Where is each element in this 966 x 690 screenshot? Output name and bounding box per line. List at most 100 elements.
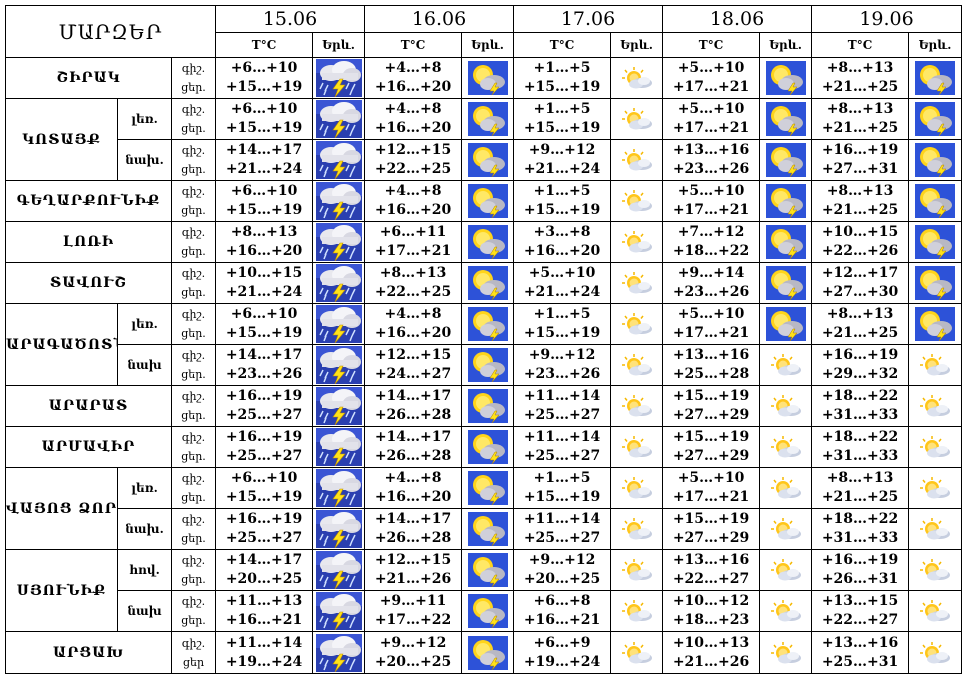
zone-name: նախ xyxy=(117,344,172,386)
temperature-cell: +7…+12 +18…+22 xyxy=(662,221,761,263)
temperature-cell: +12…+15 +21…+26 xyxy=(364,549,463,591)
weather-cell xyxy=(759,180,813,222)
thunder-rain-icon xyxy=(314,428,364,466)
weather-cell xyxy=(759,303,813,345)
day-temperature: +15…+19 xyxy=(225,79,303,95)
night-temperature: +4…+8 xyxy=(384,306,442,322)
night-label: գիշ. xyxy=(181,554,206,567)
night-temperature: +15…+19 xyxy=(672,388,750,404)
night-temperature: +5…+10 xyxy=(677,60,745,76)
thunder-rain-icon xyxy=(314,469,364,507)
night-temperature: +13…+16 xyxy=(672,142,750,158)
night-temperature: +12…+15 xyxy=(374,347,452,363)
sun-cloud-icon xyxy=(612,312,662,336)
table-row: ԱՐԱԳԱԾՈՏՆ լեռ. գիշ. ցեր. +6…+10 +15…+19 +4…+8 +… xyxy=(5,303,963,386)
sun-cloud-icon xyxy=(910,353,961,377)
day-temperature: +26…+28 xyxy=(374,530,452,546)
night-temperature: +13…+16 xyxy=(821,634,899,651)
sun-thunder-icon xyxy=(463,143,513,177)
date-header: 16.06 xyxy=(364,5,515,33)
weather-cell xyxy=(759,385,813,427)
weather-cell xyxy=(312,139,366,181)
weather-cell xyxy=(908,139,963,181)
night-temperature: +9…+12 xyxy=(379,634,447,651)
day-label: ցեր. xyxy=(181,81,206,94)
zone-name: լեռ. xyxy=(117,467,172,509)
night-temperature: +14…+17 xyxy=(225,347,303,363)
temperature-cell: +14…+17 +23…+26 xyxy=(215,344,314,386)
region-name: ՎԱՅՈՑ ՁՈՐ xyxy=(5,467,118,550)
day-label: ցեր. xyxy=(181,491,206,504)
day-temperature: +15…+19 xyxy=(523,79,601,95)
temperature-cell: +16…+19 +29…+32 xyxy=(811,344,910,386)
weather-cell xyxy=(610,590,664,632)
day-temperature: +18…+23 xyxy=(672,612,750,628)
day-temperature: +21…+26 xyxy=(672,653,750,670)
night-temperature: +9…+12 xyxy=(528,552,596,568)
night-temperature: +4…+8 xyxy=(384,101,442,117)
weather-cell xyxy=(908,549,963,591)
sun-thunder-icon xyxy=(463,184,513,218)
day-temperature: +15…+19 xyxy=(225,120,303,136)
day-temperature: +17…+21 xyxy=(672,120,750,136)
temperature-cell: +10…+12 +18…+23 xyxy=(662,590,761,632)
day-temperature: +25…+27 xyxy=(225,530,303,546)
day-temperature: +22…+25 xyxy=(374,284,452,300)
thunder-rain-icon xyxy=(314,387,364,425)
day-temperature: +23…+26 xyxy=(672,284,750,300)
temperature-cell: +6…+10 +15…+19 xyxy=(215,180,314,222)
temp-column-header: T°C xyxy=(513,32,612,58)
night-temperature: +8…+13 xyxy=(826,470,894,486)
sun-thunder-icon xyxy=(463,225,513,259)
day-temperature: +15…+19 xyxy=(523,120,601,136)
sun-thunder-icon xyxy=(910,266,961,300)
day-temperature: +22…+25 xyxy=(374,161,452,177)
thunder-rain-icon xyxy=(314,551,364,589)
temperature-cell: +9…+11 +17…+22 xyxy=(364,590,463,632)
night-temperature: +8…+13 xyxy=(826,306,894,322)
day-temperature: +26…+28 xyxy=(374,448,452,464)
sun-cloud-icon xyxy=(910,599,961,623)
temperature-cell: +15…+19 +27…+29 xyxy=(662,385,761,427)
sun-cloud-icon xyxy=(612,599,662,623)
day-temperature: +19…+24 xyxy=(523,653,601,670)
day-temperature: +17…+21 xyxy=(374,243,452,259)
night-temperature: +14…+17 xyxy=(374,511,452,527)
temperature-cell: +18…+22 +31…+33 xyxy=(811,426,910,468)
table-row: նախ. գիշ. ցեր. +14…+17 +21…+24 +12…+15 +22…+25… xyxy=(6,139,963,181)
sun-cloud-icon xyxy=(612,394,662,418)
night-temperature: +5…+10 xyxy=(677,306,745,322)
zone-name: նախ xyxy=(117,590,172,632)
time-labels: գիշ. ցեր. xyxy=(170,344,217,386)
time-labels: գիշ. ցեր. xyxy=(170,590,217,632)
day-label: ցեր. xyxy=(181,163,206,176)
regions-header: ՄԱՐԶԵՐ xyxy=(4,5,217,58)
night-temperature: +6…+8 xyxy=(533,593,591,609)
temperature-cell: +13…+16 +23…+26 xyxy=(662,139,761,181)
sun-thunder-icon xyxy=(761,184,811,218)
day-temperature: +21…+25 xyxy=(821,202,899,218)
temperature-cell: +13…+16 +22…+27 xyxy=(662,549,761,591)
day-temperature: +26…+28 xyxy=(374,407,452,423)
weather-cell xyxy=(908,303,963,345)
weather-cell xyxy=(759,508,813,550)
temperature-cell: +15…+19 +27…+29 xyxy=(662,508,761,550)
night-temperature: +4…+8 xyxy=(384,60,442,76)
temperature-cell: +16…+19 +25…+27 xyxy=(215,385,314,427)
sun-thunder-icon xyxy=(463,102,513,136)
region-name: ԳԵՂԱՐՔՈՒՆԻՔ xyxy=(5,180,172,222)
weather-cell xyxy=(610,426,664,468)
weather-cell xyxy=(610,221,664,263)
weather-cell xyxy=(759,344,813,386)
day-temperature: +17…+21 xyxy=(672,325,750,341)
temperature-cell: +1…+5 +15…+19 xyxy=(513,98,612,140)
header-row: ՄԱՐԶԵՐ 15.06 16.06 17.06 18.06 19.06 xyxy=(4,5,963,58)
day-label: ցեր. xyxy=(181,122,206,135)
weather-cell xyxy=(610,385,664,427)
sun-cloud-icon xyxy=(612,641,662,665)
region-name: ԱՐՄԱՎԻՐ xyxy=(5,426,172,468)
sun-thunder-icon xyxy=(910,307,961,341)
forecast-table: ՄԱՐԶԵՐ 15.06 16.06 17.06 18.06 19.06 T°C Երև. T°… xyxy=(4,5,963,674)
day-label: ցեր. xyxy=(181,573,206,586)
night-temperature: +6…+10 xyxy=(230,306,298,322)
